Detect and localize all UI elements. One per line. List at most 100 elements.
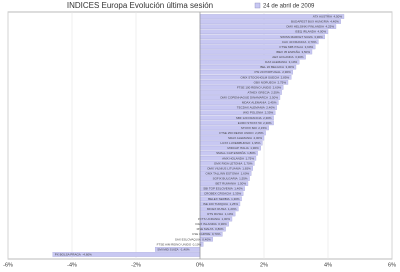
category-label: MSE MALTA [197, 227, 214, 231]
bar-label: IBEX 35 ESPAÑA 3,50% [276, 49, 310, 54]
value-label: 1,00% [221, 217, 230, 221]
bar-label: MIDCAP ITALIA 1,90% [227, 146, 259, 150]
category-label: FTSE 250 REINO UNIDO [219, 131, 254, 135]
category-label: WIG POLONIA [243, 111, 263, 115]
value-label: 2,40% [266, 105, 275, 109]
bar-label: FTSE 250 REINO UNIDO 2,05% [219, 131, 264, 135]
bar-label: MDAX ALEMANIA 2,45% [242, 100, 277, 104]
value-label: 1,80% [247, 151, 256, 155]
value-label: 1,60% [241, 171, 250, 175]
bar-label: RTS RUSIA 1,10% [207, 212, 233, 216]
x-tick-label: -4% [67, 262, 77, 268]
category-label: MIDCAP ITALIA [227, 146, 248, 150]
category-label: SWISS MARKET SUIZA [280, 35, 313, 39]
bar-label: CAC 40 FRANCIA 3,70% [282, 40, 317, 44]
bar-label: SDAX ALEMANIA 2,00% [228, 136, 262, 140]
category-label: PX BOLSA PRAGA [55, 252, 81, 256]
value-label: 1,40% [234, 186, 243, 190]
value-label: 2,30% [263, 116, 272, 120]
bar-label: WIG POLONIA 2,35% [243, 111, 274, 115]
bar-label: SWISS MARKET SUIZA 3,90% [280, 35, 323, 39]
category-label: PFTS UCRANIA [198, 217, 220, 221]
value-label: 2,50% [269, 95, 278, 99]
value-label: 1,50% [237, 181, 246, 185]
value-label: 2,45% [268, 100, 277, 104]
value-label: 3,00% [285, 65, 294, 69]
category-label: ISE 100 TURQUIA [203, 202, 228, 206]
value-label: 2,60% [273, 85, 282, 89]
category-label: OMX TALLINN ESTONIA [205, 171, 239, 175]
value-label: 1,95% [252, 141, 261, 145]
bar-label: OMX TALLINN ESTONIA 1,60% [205, 171, 249, 175]
bar-label: LUXX LUXEMBURGO 1,95% [220, 141, 260, 145]
legend-label: 24 de abril de 2009 [263, 4, 315, 10]
value-label: 2,05% [255, 131, 264, 135]
category-label: FTSE MIB ITALIA [280, 45, 304, 49]
bar-label: AEX HOLANDA 3,30% [272, 55, 304, 59]
category-label: OMX STOCKHOLM SUECIA [241, 75, 280, 79]
value-label: 2,75% [277, 80, 286, 84]
value-label: 4,50% [333, 14, 342, 18]
bar-label: STOXX 600 2,15% [241, 126, 267, 130]
value-label: 3,50% [301, 50, 310, 54]
value-label: 1,30% [231, 197, 240, 201]
bar-label: OMX HELSINKI FINLANDIA 4,25% [286, 24, 334, 28]
category-label: SBF 120 FRANCIA [236, 116, 262, 120]
value-label: 3,30% [295, 55, 304, 59]
value-label: 3,60% [305, 45, 314, 49]
bar-label: SBI TOP ESLOVENIA1,40% [203, 186, 243, 190]
category-label: SDAX ALEMANIA [228, 136, 252, 140]
bar-label: BUDAPEST BUX HUNGRIA 4,40% [291, 19, 339, 23]
value-label: 0,40% [202, 237, 211, 241]
bar-label: AMX HOLANDA 1,75% [222, 156, 254, 160]
bar-label: OMX VILNIUS LITUANIA1,65% [207, 166, 251, 170]
category-label: OMX COPENHAGUE DINAMARCA [220, 95, 268, 99]
value-label: 2,30% [263, 121, 272, 125]
category-label: SOFIX BULGARIA [213, 176, 238, 180]
value-label: 4,25% [325, 24, 334, 28]
value-label: 1,70% [244, 161, 253, 165]
value-label: 2,00% [253, 136, 262, 140]
x-tick-label: 4% [324, 262, 332, 268]
x-tick-label: -2% [131, 262, 141, 268]
bar-label: BEL 20 BELGICA 3,00% [260, 65, 294, 69]
category-label: ATHEX GRECIA [247, 90, 269, 94]
value-label: 4,40% [330, 19, 339, 23]
category-label: IBEX 35 ESPAÑA [276, 49, 300, 54]
legend-swatch [254, 2, 261, 9]
category-label: AEX HOLANDA [272, 55, 293, 59]
bar-label: MICEX RUSIA 1,20% [207, 207, 237, 211]
bar-label: FTSE 100 REINO UNIDO 2,60% [237, 85, 282, 89]
bar-label: BET RUMANIA 1,50% [216, 181, 247, 185]
category-label: SMALL CAP ESPAÑA [216, 150, 245, 155]
value-label: -4,60% [82, 252, 92, 256]
bar-label: ATX AUSTRIA 4,50% [313, 14, 343, 18]
category-label: CSE CHIPRE [192, 232, 210, 236]
category-label: EURO STOXX 50 [238, 121, 262, 125]
bar-label: SAX ESLOVAQUIA 0,40% [175, 237, 211, 241]
value-label: 2,85% [281, 75, 290, 79]
bar-label: CROBEX CROACIA 1,35% [204, 192, 242, 196]
category-label: LUXX LUXEMBURGO [220, 141, 251, 145]
category-label: SAX ESLOVAQUIA [175, 237, 201, 241]
value-label: 1,90% [250, 146, 259, 150]
category-label: OMX VILNIUS LITUANIA [207, 166, 241, 170]
bar-label: SOFIX BULGARIA 1,55% [213, 176, 248, 180]
bar-label: TECDAX ALEMANIA 2,40% [237, 105, 275, 109]
value-label: 1,75% [245, 156, 254, 160]
bar-label: ATHEX GRECIA 2,55% [247, 90, 279, 94]
category-label: BET RUMANIA [216, 181, 236, 185]
bar-label: DAX ALEMANIA 3,10% [265, 60, 297, 64]
category-label: ISEQ IRLANDA [295, 30, 316, 34]
bar-label: OMX RIGA LETONIA 1,70% [214, 161, 253, 165]
x-tick-label: 6% [388, 262, 396, 268]
bar-label: ISEQ IRLANDA 4,00% [295, 30, 326, 34]
category-label: ATX AUSTRIA [313, 14, 332, 18]
category-label: OMX HELSINKI FINLANDIA [286, 24, 324, 28]
x-tick-label: 2% [260, 262, 268, 268]
value-label: 2,35% [265, 111, 274, 115]
bar-label: OMX COPENHAGUE DINAMARCA 2,50% [220, 95, 278, 99]
category-label: AMX HOLANDA [222, 156, 244, 160]
category-label: CROBEX CROACIA [204, 192, 231, 196]
